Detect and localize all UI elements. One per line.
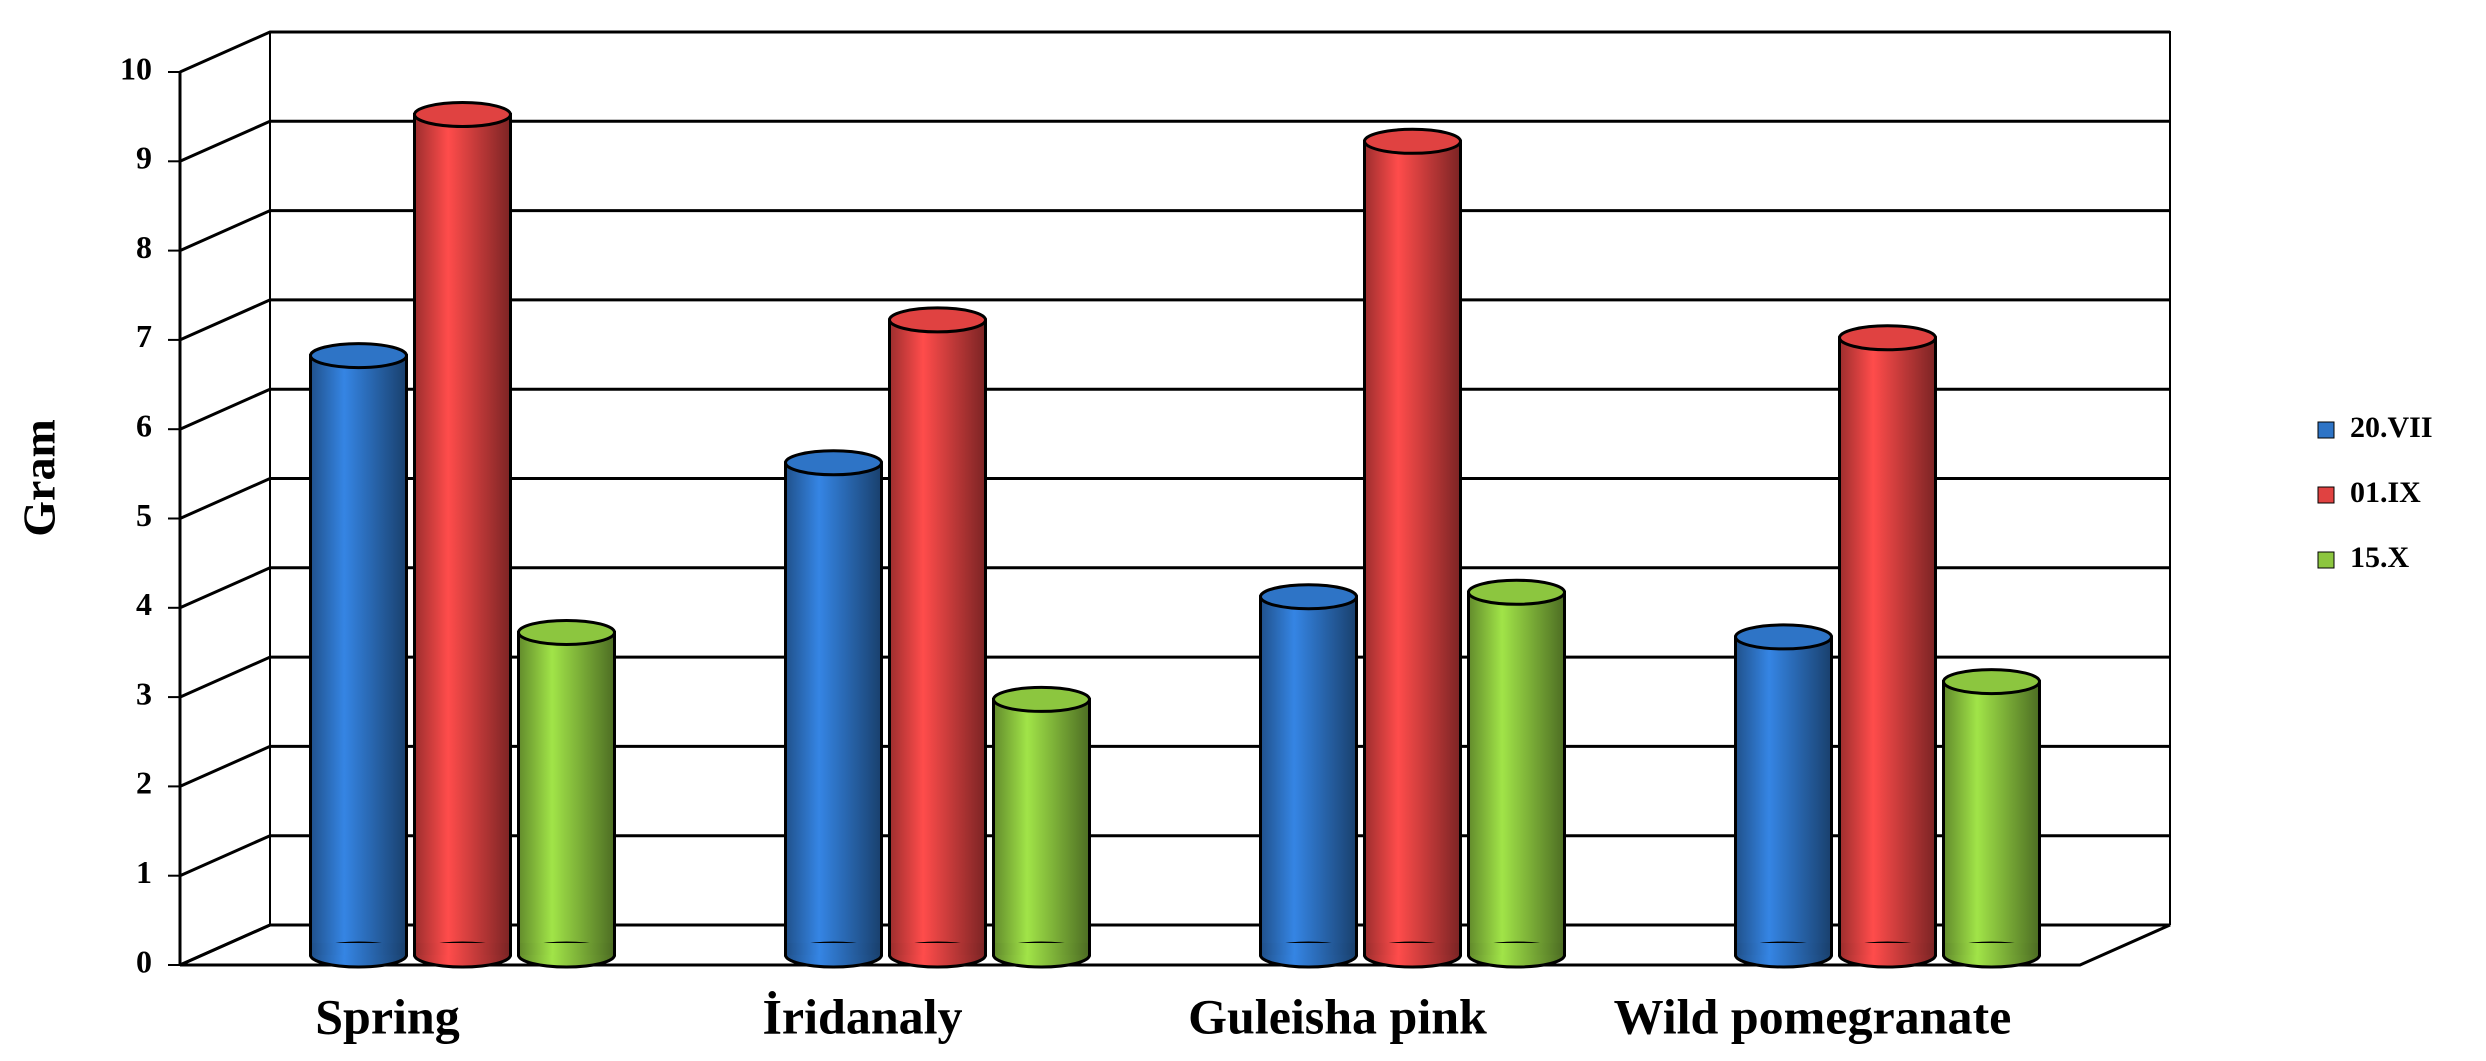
bar (992, 685, 1091, 969)
y-tick-label: 8 (136, 229, 152, 265)
bar-body (517, 630, 616, 957)
x-tick-label: Spring (315, 988, 460, 1044)
bar-body (1467, 590, 1566, 957)
bar (784, 449, 883, 969)
bar (1259, 583, 1358, 969)
bar-fill (1262, 943, 1355, 955)
bar-fill (520, 943, 613, 955)
bar-top (1259, 583, 1358, 611)
legend-swatch (2317, 551, 2335, 569)
y-tick-label: 9 (136, 140, 152, 176)
bar-body (992, 697, 1091, 957)
y-tick-label: 2 (136, 765, 152, 801)
bar-top (309, 342, 408, 370)
legend-swatch (2317, 421, 2335, 439)
bar (517, 618, 616, 969)
bar-top (1467, 578, 1566, 606)
y-tick-label: 5 (136, 497, 152, 533)
y-tick-label: 6 (136, 408, 152, 444)
bar-top (1734, 623, 1833, 651)
y-tick-label: 7 (136, 318, 152, 354)
bar-fill (1366, 943, 1459, 955)
bar-top (1838, 324, 1937, 352)
grid-line (179, 119, 2170, 163)
bar-body (1259, 595, 1358, 957)
bar-fill (1470, 943, 1563, 955)
grid-line (179, 30, 2170, 74)
bar-body (309, 354, 408, 957)
grid-line (179, 477, 2170, 520)
bar (1734, 623, 1833, 969)
bar-fill (1737, 943, 1830, 955)
bar-top (992, 685, 1091, 713)
legend-label: 15.X (2350, 541, 2410, 574)
x-tick-label: Guleisha pink (1188, 988, 1487, 1044)
bar-fill (1841, 943, 1934, 955)
bar (1363, 127, 1462, 969)
grid-line (179, 566, 2170, 610)
bar (888, 306, 987, 969)
y-tick-label: 1 (136, 854, 152, 890)
x-tick-label: İridanaly (762, 988, 962, 1044)
bar-top (888, 306, 987, 334)
y-tick-label: 4 (136, 586, 152, 622)
y-tick-label: 0 (136, 943, 152, 979)
y-tick-label: 3 (136, 675, 152, 711)
legend-label: 20.VII (2350, 411, 2433, 444)
grid-line (179, 387, 2170, 431)
grid-line (179, 298, 2170, 342)
bar (1838, 324, 1937, 969)
bar-fill (416, 943, 509, 955)
bar-top (517, 618, 616, 646)
x-tick-label: Wild pomegranate (1614, 988, 2012, 1044)
legend-label: 01.IX (2350, 476, 2421, 509)
bar-top (1363, 127, 1462, 155)
bar-body (1838, 336, 1937, 957)
bar-top (784, 449, 883, 477)
legend-swatch (2317, 486, 2335, 504)
bar (413, 101, 512, 969)
bar-body (888, 318, 987, 957)
bar-body (1942, 680, 2041, 957)
bar-fill (1945, 943, 2038, 955)
bar-fill (891, 943, 984, 955)
bar-top (1942, 668, 2041, 696)
bar-body (1363, 139, 1462, 957)
bar-body (1734, 635, 1833, 957)
bar (309, 342, 408, 969)
bar-body (784, 461, 883, 957)
bar (1942, 668, 2041, 969)
bar-fill (995, 943, 1088, 955)
y-tick-label: 10 (120, 50, 152, 86)
y-axis-label: Gram (14, 419, 65, 537)
grid-line (179, 209, 2170, 252)
bar-body (413, 113, 512, 957)
bar-top (413, 101, 512, 129)
bar-fill (312, 943, 405, 955)
bar-fill (787, 943, 880, 955)
bar (1467, 578, 1566, 969)
